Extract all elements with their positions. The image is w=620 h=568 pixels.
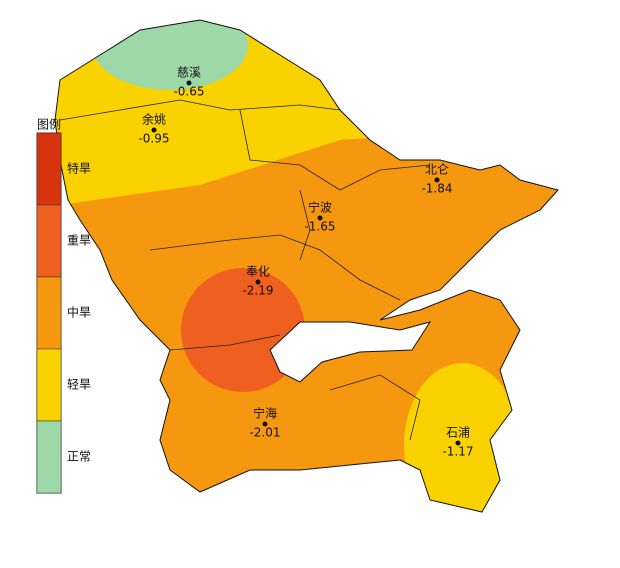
legend-label: 正常	[67, 450, 91, 464]
station-dot	[434, 177, 440, 183]
station-value: -0.65	[173, 85, 204, 99]
district-borders	[59, 99, 431, 441]
legend-swatch	[36, 276, 62, 350]
station-name: 奉化	[246, 265, 270, 279]
station-value: -0.95	[138, 132, 169, 146]
station-value: -1.17	[442, 445, 473, 459]
station-name: 余姚	[142, 112, 166, 127]
station-dot	[186, 80, 192, 86]
station-value: -1.84	[421, 182, 452, 196]
station-dot	[455, 440, 461, 446]
station-dot	[151, 127, 157, 133]
legend-swatch	[36, 420, 62, 494]
station-value: -2.01	[249, 426, 280, 440]
station-dot	[317, 215, 323, 221]
legend-swatch	[36, 348, 62, 422]
station-name: 北仑	[425, 163, 449, 177]
station-name: 石浦	[446, 426, 470, 440]
station-value: -2.19	[242, 284, 273, 298]
legend-swatch	[36, 204, 62, 278]
zone-light-south	[404, 363, 520, 512]
legend-title: 图例	[37, 118, 61, 132]
bay	[269, 321, 432, 383]
station-dot	[255, 279, 261, 285]
legend-swatch	[36, 132, 62, 206]
station-value: -1.65	[304, 220, 335, 234]
zone-severe	[181, 268, 305, 392]
station-name: 宁海	[253, 406, 277, 421]
legend-label: 中旱	[67, 305, 91, 320]
legend-label: 轻旱	[67, 378, 91, 392]
legend-label: 特旱	[67, 161, 91, 176]
legend-label: 重旱	[67, 234, 91, 248]
station-name: 慈溪	[177, 65, 201, 80]
station-name: 宁波	[308, 200, 332, 215]
station-dot	[262, 421, 268, 427]
